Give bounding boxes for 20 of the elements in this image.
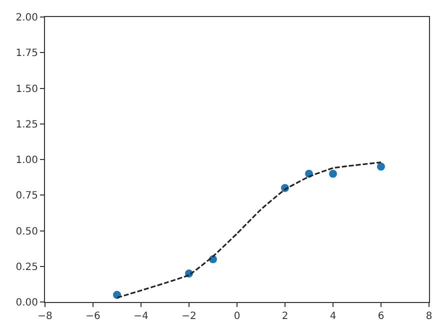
y-tick-label: 0.75: [16, 190, 38, 202]
x-tick-label: 2: [282, 311, 288, 322]
x-tick-label: −2: [182, 311, 196, 322]
y-tick-label: 1.00: [16, 155, 38, 166]
x-tick-label: −8: [38, 311, 52, 322]
x-tick-label: −4: [134, 311, 148, 322]
x-tick-label: 4: [330, 311, 336, 322]
x-tick-label: −6: [86, 311, 100, 322]
y-tick-label: 2.00: [16, 12, 38, 24]
point: [329, 170, 337, 178]
y-tick-label: 1.25: [16, 119, 38, 130]
x-tick-label: 0: [234, 311, 240, 322]
y-tick-label: 1.75: [16, 48, 38, 60]
y-tick-label: 0.25: [16, 262, 38, 273]
y-tick-label: 0.50: [16, 226, 38, 238]
y-tick-label: 1.50: [16, 84, 38, 95]
x-tick-label: 8: [426, 311, 432, 322]
x-tick-label: 6: [378, 311, 384, 322]
point: [377, 162, 385, 171]
y-tick-label: 0.00: [16, 298, 38, 308]
